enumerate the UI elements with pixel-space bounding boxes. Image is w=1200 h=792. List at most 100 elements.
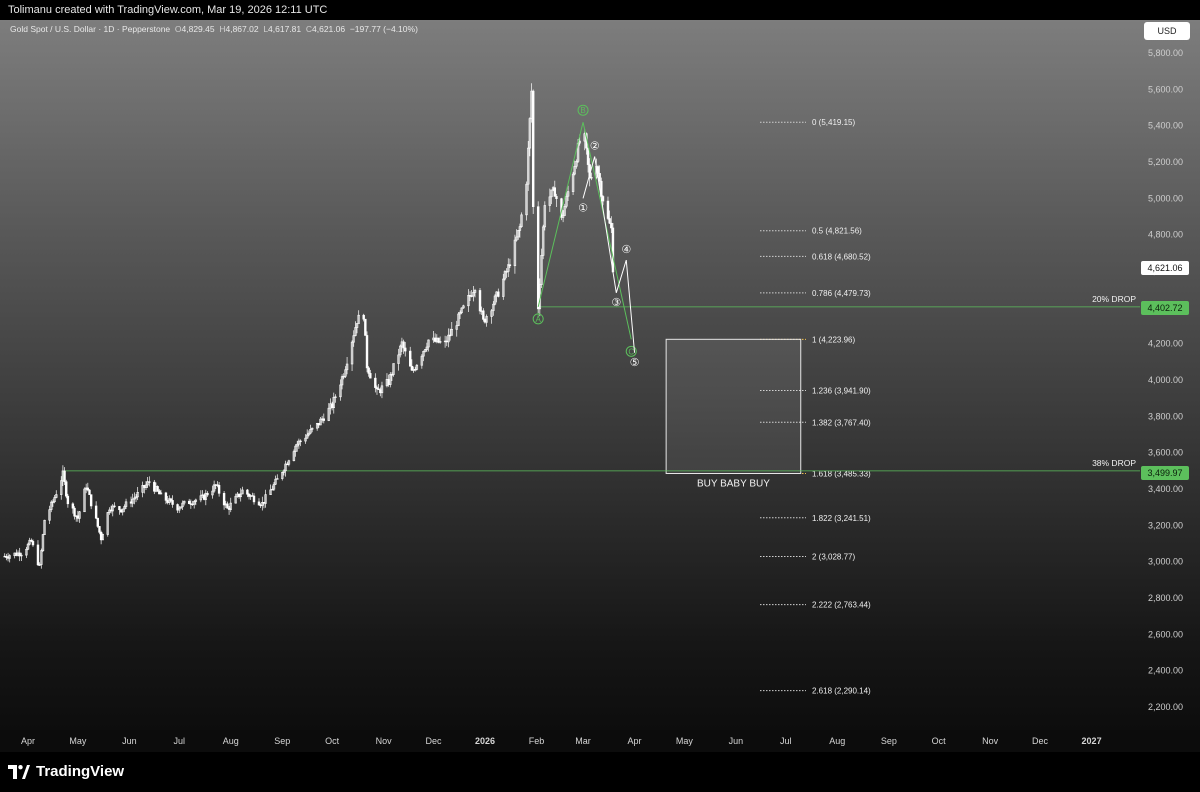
candle-body	[274, 478, 277, 485]
fib-level-label: 1.618 (3,485.33)	[812, 469, 871, 478]
buy-zone-box	[665, 338, 802, 474]
x-axis-ticks: Apr May Jun Jul Aug Sep Oct Nov Dec 2026 Feb Mar Apr…	[21, 736, 1102, 746]
y-tick-label: 3,000.00	[1148, 557, 1183, 567]
candle-body	[134, 496, 138, 499]
candle-body	[563, 205, 566, 216]
impulse-wave-label: ③	[611, 296, 621, 309]
fib-level-label: 2.618 (2,290.14)	[812, 687, 871, 696]
candle-body	[447, 334, 450, 343]
y-tick-label: 3,800.00	[1148, 411, 1183, 421]
candle-body	[96, 517, 99, 527]
tradingview-logo[interactable]: TradingView	[8, 763, 124, 780]
footer: TradingView	[0, 752, 1200, 792]
candle-body	[342, 376, 345, 378]
candle-body	[601, 196, 605, 202]
candle-body	[211, 490, 214, 496]
candle-body	[410, 365, 414, 371]
candle-body	[528, 118, 532, 149]
abc-wave-label: B	[580, 106, 585, 115]
abc-wave-label: A	[536, 315, 542, 324]
y-tick-label: 5,200.00	[1148, 157, 1183, 167]
price-axis[interactable]	[1140, 20, 1200, 730]
candle-body	[367, 367, 370, 374]
x-tick-label: Aug	[829, 736, 845, 746]
candle-body	[111, 505, 114, 512]
candle-body	[26, 543, 30, 550]
candle-body	[472, 292, 475, 297]
candle-body	[490, 310, 493, 317]
candle-body	[414, 369, 417, 371]
impulse-wave-line	[582, 156, 636, 353]
candle-body	[550, 189, 553, 198]
candle-body	[345, 363, 349, 371]
y-tick-label: 4,200.00	[1148, 339, 1183, 349]
candle-body	[415, 364, 419, 370]
candle-body	[86, 487, 90, 491]
candle-body	[55, 494, 58, 498]
candle-body	[43, 519, 46, 535]
candle-body	[493, 295, 497, 305]
candle-body	[598, 173, 601, 182]
symbol-name: Gold Spot / U.S. Dollar · 1D · Peppersto…	[10, 24, 171, 34]
candle-body	[299, 440, 302, 443]
reference-line-label: 38% DROP	[1092, 458, 1136, 468]
candle-body	[389, 374, 392, 385]
x-tick-label: Dec	[425, 736, 442, 746]
low-label: L	[263, 24, 269, 34]
fib-level-label: 2.222 (2,763.44)	[812, 601, 871, 610]
candle-body	[148, 481, 151, 483]
candle-body	[136, 492, 139, 498]
candle-body	[53, 497, 56, 503]
candle-body	[555, 196, 558, 199]
candle-body	[541, 226, 545, 256]
candle-body	[65, 481, 68, 497]
candle-body	[71, 503, 75, 509]
candle-body	[141, 485, 144, 493]
x-tick-label: 2027	[1082, 736, 1102, 746]
candle-body	[586, 147, 590, 165]
change-value: −197.77 (−4.10%)	[349, 24, 418, 34]
x-tick-label: Mar	[575, 736, 591, 746]
candle-body	[194, 499, 198, 502]
candle-body	[508, 264, 512, 267]
candle-body	[287, 460, 291, 465]
symbol-legend[interactable]: Gold Spot / U.S. Dollar · 1D · Peppersto…	[10, 24, 418, 34]
currency-button[interactable]: USD	[1144, 22, 1190, 40]
x-tick-label: Jun	[729, 736, 744, 746]
current-price-badge: 4,621.06	[1141, 261, 1189, 275]
candle-body	[18, 552, 21, 557]
low-value: 4,617.81	[268, 24, 302, 34]
candle-body	[357, 314, 360, 324]
candle-body	[178, 507, 181, 511]
candle-body	[543, 205, 547, 228]
candle-body	[131, 498, 134, 504]
candle-body	[397, 354, 400, 364]
candle-body	[83, 488, 86, 513]
candle-body	[354, 327, 357, 336]
time-axis[interactable]	[0, 730, 1200, 752]
y-tick-label: 3,200.00	[1148, 520, 1183, 530]
candle-body	[38, 564, 41, 566]
fib-level-label: 0 (5,419.15)	[812, 118, 855, 127]
candle-body	[276, 478, 279, 480]
fib-level-label: 1.822 (3,241.51)	[812, 514, 871, 523]
candle-body	[66, 495, 70, 505]
candle-body	[399, 345, 402, 356]
buy-zone-label: BUY BABY BUY	[697, 478, 770, 489]
candle-body	[264, 494, 267, 504]
candle-body	[159, 492, 163, 495]
chart-area[interactable]	[0, 20, 1140, 730]
candle-body	[226, 503, 229, 509]
y-tick-label: 5,000.00	[1148, 193, 1183, 203]
candle-body	[5, 555, 8, 558]
candle-body	[462, 305, 465, 309]
candle-body	[606, 200, 610, 219]
y-tick-label: 5,600.00	[1148, 84, 1183, 94]
x-tick-label: Sep	[881, 736, 897, 746]
candle-body	[502, 278, 505, 297]
y-tick-label: 3,400.00	[1148, 484, 1183, 494]
candle-body	[272, 483, 276, 490]
candle-body	[334, 396, 337, 398]
candle-body	[41, 534, 45, 551]
